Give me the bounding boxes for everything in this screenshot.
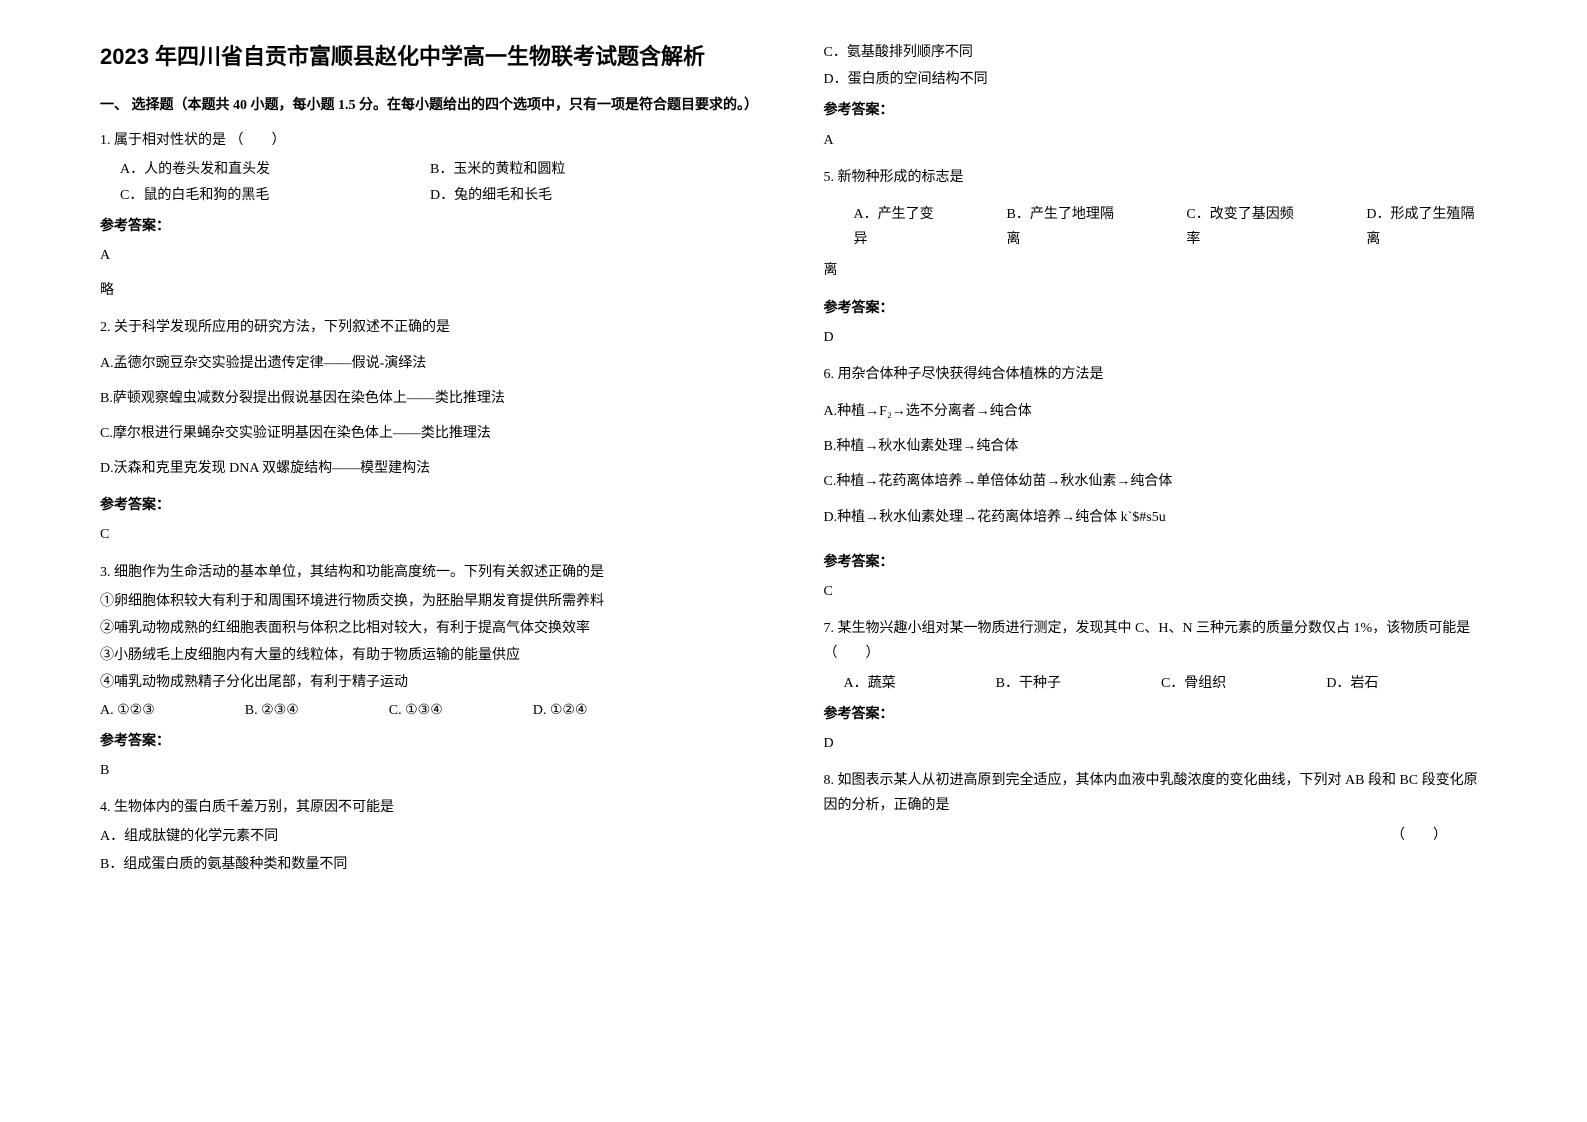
q2-option-d: D.沃森和克里克发现 DNA 双螺旋结构——模型建构法 [100, 456, 764, 481]
q3-stem: 3. 细胞作为生命活动的基本单位，其结构和功能高度统一。下列有关叙述正确的是 [100, 560, 764, 585]
q2-answer: C [100, 522, 764, 547]
q7-stem: 7. 某生物兴趣小组对某一物质进行测定，发现其中 C、H、N 三种元素的质量分数… [824, 616, 1488, 666]
q1-option-b: B．玉米的黄粒和圆粒 [430, 157, 565, 182]
q7-answer-label: 参考答案： [824, 702, 1488, 727]
question-4-part1: 4. 生物体内的蛋白质千差万别，其原因不可能是 A．组成肽键的化学元素不同 B．… [100, 795, 764, 877]
q6-option-a: A.种植→F₂→选不分离者→纯合体 [824, 399, 1488, 424]
q2-stem: 2. 关于科学发现所应用的研究方法，下列叙述不正确的是 [100, 315, 764, 340]
q4-option-b: B．组成蛋白质的氨基酸种类和数量不同 [100, 852, 764, 877]
q1-note: 略 [100, 278, 764, 303]
q1-stem: 1. 属于相对性状的是 （ ） [100, 128, 764, 153]
q8-paren: （ ） [824, 823, 1488, 848]
q5-stem: 5. 新物种形成的标志是 [824, 165, 1488, 190]
q5-answer: D [824, 325, 1488, 350]
q6-option-b: B.种植→秋水仙素处理→纯合体 [824, 434, 1488, 459]
q5-option-c: C．改变了基因频率 [1186, 202, 1306, 252]
q5-answer-label: 参考答案： [824, 296, 1488, 321]
q8-stem: 8. 如图表示某人从初进高原到完全适应，其体内血液中乳酸浓度的变化曲线，下列对 … [824, 768, 1488, 818]
q6-option-c: C.种植→花药离体培养→单倍体幼苗→秋水仙素→纯合体 [824, 469, 1488, 494]
question-7: 7. 某生物兴趣小组对某一物质进行测定，发现其中 C、H、N 三种元素的质量分数… [824, 616, 1488, 756]
q1-option-a: A．人的卷头发和直头发 [120, 157, 400, 182]
q7-option-c: C．骨组织 [1161, 671, 1226, 696]
question-2: 2. 关于科学发现所应用的研究方法，下列叙述不正确的是 A.孟德尔豌豆杂交实验提… [100, 315, 764, 547]
q3-line1: ①卵细胞体积较大有利于和周围环境进行物质交换，为胚胎早期发育提供所需养料 [100, 589, 764, 614]
q3-line3: ③小肠绒毛上皮细胞内有大量的线粒体，有助于物质运输的能量供应 [100, 643, 764, 668]
q5-option-a: A．产生了变异 [854, 202, 947, 252]
q4-option-d: D．蛋白质的空间结构不同 [824, 67, 1488, 92]
q3-option-a: A. ①②③ [100, 698, 155, 723]
q3-option-d: D. ①②④ [533, 698, 588, 723]
q4-answer: A [824, 128, 1488, 153]
section-1-header: 一、 选择题（本题共 40 小题，每小题 1.5 分。在每小题给出的四个选项中，… [100, 93, 764, 118]
q6-answer: C [824, 579, 1488, 604]
q5-options: A．产生了变异 B．产生了地理隔离 C．改变了基因频率 D．形成了生殖隔离 [824, 202, 1488, 252]
q7-option-d: D．岩石 [1326, 671, 1378, 696]
question-8: 8. 如图表示某人从初进高原到完全适应，其体内血液中乳酸浓度的变化曲线，下列对 … [824, 768, 1488, 848]
exam-title: 2023 年四川省自贡市富顺县赵化中学高一生物联考试题含解析 [100, 40, 764, 73]
q5-option-d: D．形成了生殖隔离 [1366, 202, 1487, 252]
q2-option-c: C.摩尔根进行果蝇杂交实验证明基因在染色体上——类比推理法 [100, 421, 764, 446]
q3-option-c: C. ①③④ [389, 698, 443, 723]
left-column: 2023 年四川省自贡市富顺县赵化中学高一生物联考试题含解析 一、 选择题（本题… [100, 40, 764, 889]
q5-option-b: B．产生了地理隔离 [1007, 202, 1127, 252]
q7-options: A．蔬菜 B．干种子 C．骨组织 D．岩石 [824, 671, 1488, 696]
q4-option-c: C．氨基酸排列顺序不同 [824, 40, 1488, 65]
q1-options: A．人的卷头发和直头发 B．玉米的黄粒和圆粒 C．鼠的白毛和狗的黑毛 D．兔的细… [100, 157, 764, 207]
q1-answer: A [100, 243, 764, 268]
question-1: 1. 属于相对性状的是 （ ） A．人的卷头发和直头发 B．玉米的黄粒和圆粒 C… [100, 128, 764, 303]
q3-answer: B [100, 758, 764, 783]
q1-option-d: D．兔的细毛和长毛 [430, 183, 552, 208]
question-4-part2: C．氨基酸排列顺序不同 D．蛋白质的空间结构不同 参考答案： A [824, 40, 1488, 153]
question-5: 5. 新物种形成的标志是 A．产生了变异 B．产生了地理隔离 C．改变了基因频率… [824, 165, 1488, 350]
q3-options: A. ①②③ B. ②③④ C. ①③④ D. ①②④ [100, 698, 764, 723]
q4-answer-label: 参考答案： [824, 98, 1488, 123]
q6-option-d: D.种植→秋水仙素处理→花药离体培养→纯合体 k`$#s5u [824, 505, 1488, 530]
q3-line4: ④哺乳动物成熟精子分化出尾部，有利于精子运动 [100, 670, 764, 695]
right-column: C．氨基酸排列顺序不同 D．蛋白质的空间结构不同 参考答案： A 5. 新物种形… [824, 40, 1488, 889]
question-3: 3. 细胞作为生命活动的基本单位，其结构和功能高度统一。下列有关叙述正确的是 ①… [100, 560, 764, 784]
q7-option-b: B．干种子 [996, 671, 1061, 696]
q4-stem: 4. 生物体内的蛋白质千差万别，其原因不可能是 [100, 795, 764, 820]
q2-option-a: A.孟德尔豌豆杂交实验提出遗传定律——假说-演绎法 [100, 351, 764, 376]
q1-answer-label: 参考答案： [100, 214, 764, 239]
q5-trailing: 离 [824, 258, 1488, 283]
q6-stem: 6. 用杂合体种子尽快获得纯合体植株的方法是 [824, 362, 1488, 387]
question-6: 6. 用杂合体种子尽快获得纯合体植株的方法是 A.种植→F₂→选不分离者→纯合体… [824, 362, 1488, 604]
q7-answer: D [824, 731, 1488, 756]
q7-option-a: A．蔬菜 [844, 671, 896, 696]
q6-answer-label: 参考答案： [824, 550, 1488, 575]
q3-line2: ②哺乳动物成熟的红细胞表面积与体积之比相对较大，有利于提高气体交换效率 [100, 616, 764, 641]
q1-option-c: C．鼠的白毛和狗的黑毛 [120, 183, 400, 208]
q2-option-b: B.萨顿观察蝗虫减数分裂提出假说基因在染色体上——类比推理法 [100, 386, 764, 411]
q3-option-b: B. ②③④ [245, 698, 299, 723]
q2-answer-label: 参考答案： [100, 493, 764, 518]
q4-option-a: A．组成肽键的化学元素不同 [100, 824, 764, 849]
q3-answer-label: 参考答案： [100, 729, 764, 754]
